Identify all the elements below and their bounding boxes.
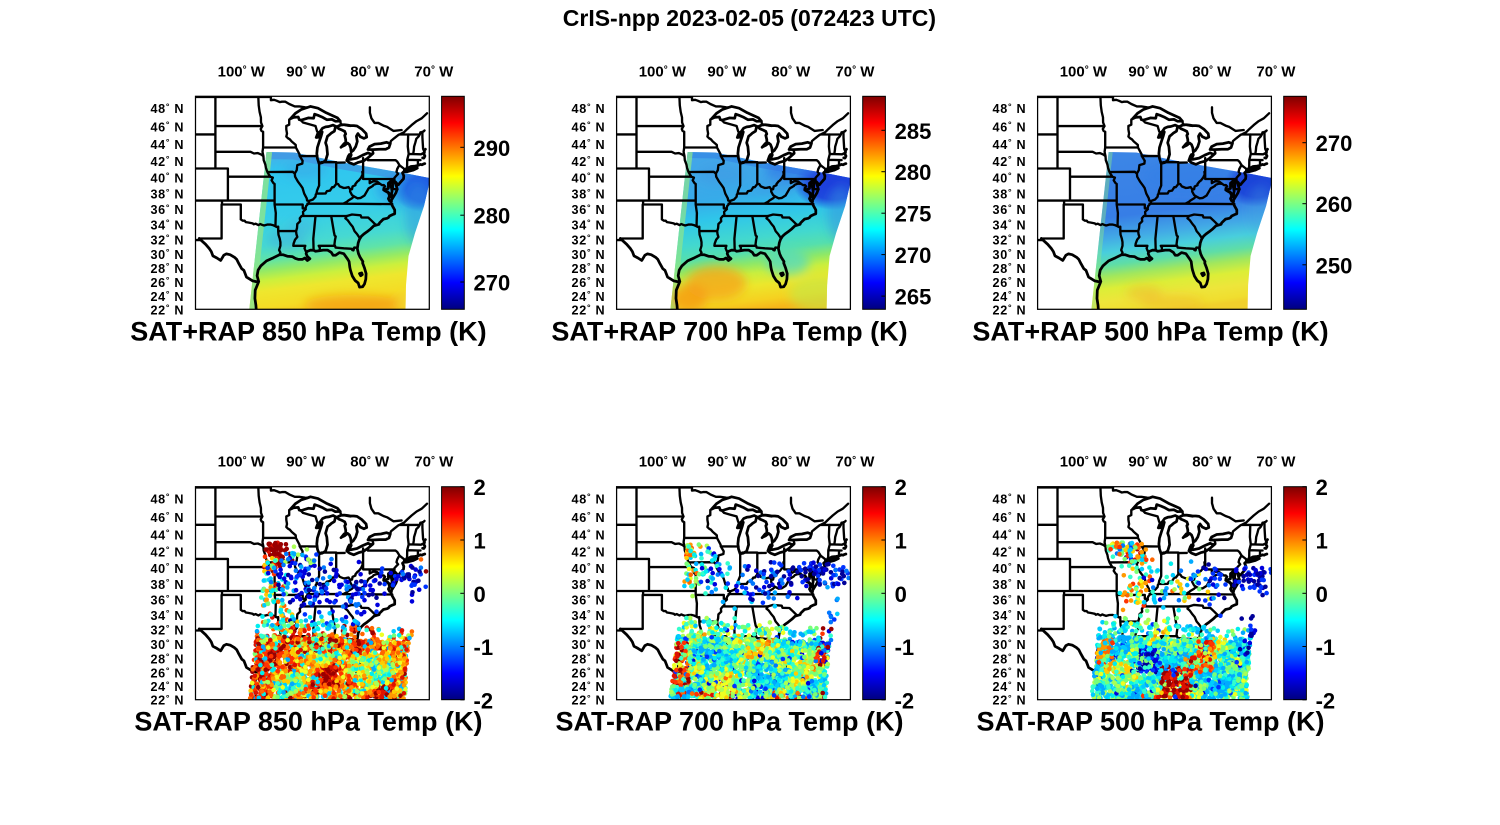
svg-text:32° N: 32° N xyxy=(993,233,1027,248)
svg-text:40° N: 40° N xyxy=(572,171,606,186)
svg-text:100° W: 100° W xyxy=(639,63,687,80)
svg-text:70° W: 70° W xyxy=(1256,63,1296,80)
svg-text:36° N: 36° N xyxy=(150,202,184,217)
svg-text:32° N: 32° N xyxy=(150,233,184,248)
svg-text:40° N: 40° N xyxy=(150,171,184,186)
svg-text:250: 250 xyxy=(1316,253,1353,278)
svg-text:70° W: 70° W xyxy=(835,63,875,80)
svg-text:42° N: 42° N xyxy=(993,154,1027,169)
svg-text:24° N: 24° N xyxy=(993,289,1027,304)
svg-text:70° W: 70° W xyxy=(414,454,454,471)
svg-text:30° N: 30° N xyxy=(150,637,184,652)
svg-text:46° N: 46° N xyxy=(150,120,184,135)
svg-text:36° N: 36° N xyxy=(150,593,184,608)
svg-text:22° N: 22° N xyxy=(150,303,184,318)
svg-text:90° W: 90° W xyxy=(286,454,326,471)
svg-text:30° N: 30° N xyxy=(572,247,606,262)
svg-text:285: 285 xyxy=(895,119,932,144)
svg-text:42° N: 42° N xyxy=(572,154,606,169)
svg-text:70° W: 70° W xyxy=(414,63,454,80)
svg-text:0: 0 xyxy=(474,582,486,607)
svg-text:280: 280 xyxy=(474,204,511,229)
svg-text:100° W: 100° W xyxy=(218,454,266,471)
svg-text:28° N: 28° N xyxy=(572,261,606,276)
svg-text:38° N: 38° N xyxy=(150,577,184,592)
svg-text:280: 280 xyxy=(895,160,932,185)
svg-text:80° W: 80° W xyxy=(350,63,390,80)
svg-text:28° N: 28° N xyxy=(150,261,184,276)
svg-text:1: 1 xyxy=(474,529,486,554)
svg-text:SAT+RAP 500 hPa Temp (K): SAT+RAP 500 hPa Temp (K) xyxy=(972,316,1328,346)
svg-text:SAT+RAP 700 hPa Temp (K): SAT+RAP 700 hPa Temp (K) xyxy=(551,316,907,346)
svg-text:48° N: 48° N xyxy=(993,101,1027,116)
svg-text:270: 270 xyxy=(1316,131,1353,156)
svg-text:24° N: 24° N xyxy=(150,289,184,304)
svg-text:38° N: 38° N xyxy=(150,187,184,202)
svg-text:26° N: 26° N xyxy=(150,275,184,290)
svg-text:44° N: 44° N xyxy=(150,528,184,543)
svg-text:44° N: 44° N xyxy=(150,137,184,152)
svg-text:32° N: 32° N xyxy=(572,233,606,248)
svg-text:80° W: 80° W xyxy=(350,454,390,471)
svg-text:22° N: 22° N xyxy=(993,303,1027,318)
svg-text:275: 275 xyxy=(895,202,932,227)
svg-text:46° N: 46° N xyxy=(993,120,1027,135)
svg-text:28° N: 28° N xyxy=(993,261,1027,276)
svg-text:-1: -1 xyxy=(474,635,494,660)
svg-text:48° N: 48° N xyxy=(150,492,184,507)
svg-text:26° N: 26° N xyxy=(572,275,606,290)
svg-text:44° N: 44° N xyxy=(993,137,1027,152)
svg-text:34° N: 34° N xyxy=(572,218,606,233)
svg-text:80° W: 80° W xyxy=(1192,63,1232,80)
svg-text:22° N: 22° N xyxy=(572,303,606,318)
svg-text:SAT-RAP 850 hPa Temp (K): SAT-RAP 850 hPa Temp (K) xyxy=(134,707,482,737)
svg-text:26° N: 26° N xyxy=(150,666,184,681)
svg-text:48° N: 48° N xyxy=(572,101,606,116)
svg-text:22° N: 22° N xyxy=(150,693,184,708)
svg-text:42° N: 42° N xyxy=(150,154,184,169)
svg-text:36° N: 36° N xyxy=(993,202,1027,217)
svg-text:38° N: 38° N xyxy=(993,187,1027,202)
svg-text:90° W: 90° W xyxy=(707,63,747,80)
svg-text:24° N: 24° N xyxy=(572,289,606,304)
svg-text:42° N: 42° N xyxy=(150,545,184,560)
svg-text:32° N: 32° N xyxy=(150,623,184,638)
svg-text:38° N: 38° N xyxy=(572,187,606,202)
svg-text:28° N: 28° N xyxy=(150,652,184,667)
svg-text:34° N: 34° N xyxy=(150,218,184,233)
svg-text:34° N: 34° N xyxy=(150,608,184,623)
svg-text:46° N: 46° N xyxy=(150,510,184,525)
svg-text:265: 265 xyxy=(895,285,932,310)
svg-text:SAT+RAP 850 hPa Temp (K): SAT+RAP 850 hPa Temp (K) xyxy=(130,316,486,346)
svg-text:100° W: 100° W xyxy=(218,63,266,80)
svg-text:36° N: 36° N xyxy=(572,202,606,217)
svg-text:40° N: 40° N xyxy=(150,561,184,576)
svg-text:290: 290 xyxy=(474,136,511,161)
svg-text:46° N: 46° N xyxy=(572,120,606,135)
svg-text:24° N: 24° N xyxy=(150,679,184,694)
svg-text:260: 260 xyxy=(1316,192,1353,217)
svg-text:26° N: 26° N xyxy=(993,275,1027,290)
svg-text:30° N: 30° N xyxy=(993,247,1027,262)
svg-text:40° N: 40° N xyxy=(993,171,1027,186)
svg-text:CrIS-npp 2023-02-05 (072423 UT: CrIS-npp 2023-02-05 (072423 UTC) xyxy=(563,5,936,31)
svg-text:34° N: 34° N xyxy=(993,218,1027,233)
svg-text:-2: -2 xyxy=(474,688,494,713)
svg-text:48° N: 48° N xyxy=(150,101,184,116)
svg-text:2: 2 xyxy=(474,475,486,500)
svg-text:100° W: 100° W xyxy=(1060,63,1108,80)
svg-text:44° N: 44° N xyxy=(572,137,606,152)
svg-text:30° N: 30° N xyxy=(150,247,184,262)
svg-text:90° W: 90° W xyxy=(1128,63,1168,80)
svg-text:80° W: 80° W xyxy=(771,63,811,80)
svg-text:270: 270 xyxy=(474,271,511,296)
svg-text:90° W: 90° W xyxy=(286,63,326,80)
svg-text:270: 270 xyxy=(895,243,932,268)
